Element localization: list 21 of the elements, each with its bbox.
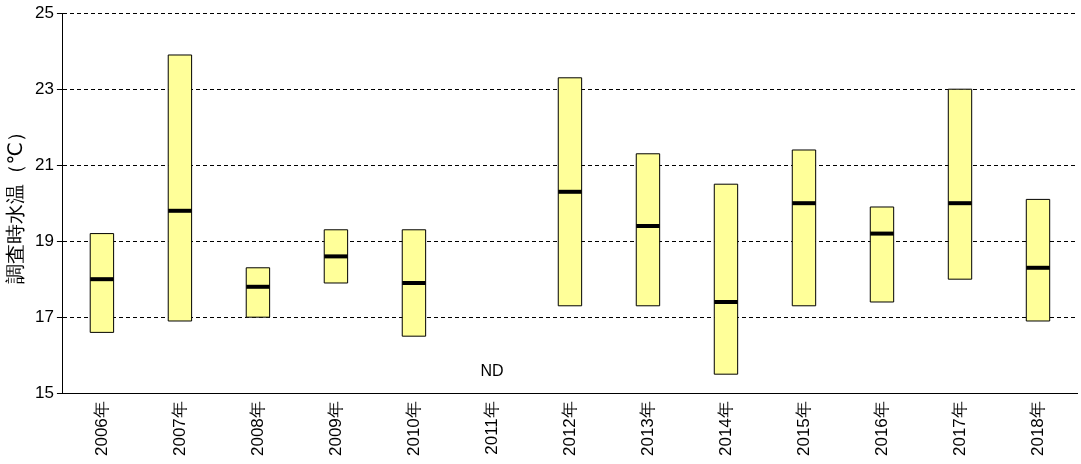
- y-tick-label: 21: [34, 154, 54, 174]
- x-tick-label: 2017年: [949, 401, 969, 457]
- y-tick-label: 17: [34, 306, 54, 326]
- x-tick-label: 2014年: [715, 401, 735, 457]
- x-tick-label: 2009年: [325, 401, 345, 457]
- y-tick-label: 19: [34, 230, 54, 250]
- x-tick-label: 2018年: [1027, 401, 1047, 457]
- y-axis-title: 調査時水温（℃）: [3, 121, 26, 285]
- x-tick-label: 2011年: [481, 401, 501, 455]
- x-tick-label: 2016年: [871, 401, 891, 457]
- x-tick-label: 2012年: [559, 401, 579, 457]
- y-tick-label: 15: [34, 382, 54, 402]
- x-tick-label: 2015年: [793, 401, 813, 457]
- x-tick-label: 2006年: [91, 401, 111, 457]
- x-tick-label: 2013年: [637, 401, 657, 457]
- annotation: ND: [480, 361, 504, 379]
- x-tick-label: 2010年: [403, 401, 423, 457]
- x-tick-label: 2007年: [169, 401, 189, 457]
- y-tick-label: 23: [34, 78, 54, 98]
- y-tick-label: 25: [34, 2, 54, 22]
- x-tick-label: 2008年: [247, 401, 267, 457]
